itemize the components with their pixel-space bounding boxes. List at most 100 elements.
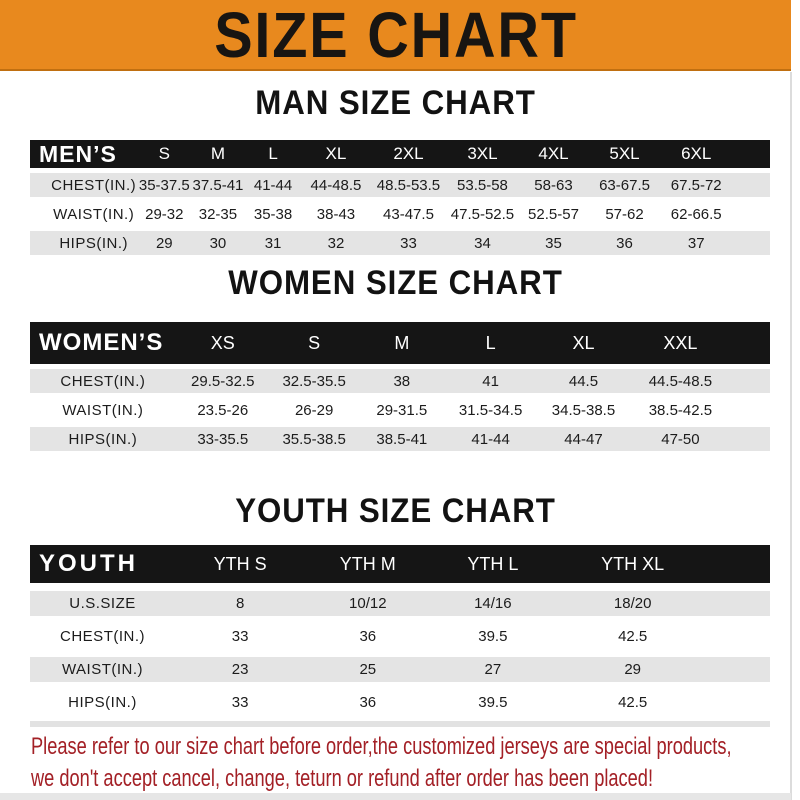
size-value: 36 bbox=[588, 231, 661, 255]
table-row: CHEST(IN.) 29.5-32.5 32.5-35.5 38 41 44.5 44.5… bbox=[30, 369, 770, 393]
size-value: 58-63 bbox=[518, 173, 589, 197]
table-corner-label: YOUTH bbox=[30, 545, 176, 583]
row-label: CHEST(IN.) bbox=[30, 369, 176, 393]
size-value: 47-50 bbox=[630, 427, 770, 451]
banner: SIZE CHART bbox=[0, 0, 791, 71]
size-value: 14/16 bbox=[430, 591, 556, 616]
size-column-header: YTH M bbox=[305, 545, 431, 583]
size-value: 29 bbox=[555, 657, 770, 682]
size-value: 38.5-41 bbox=[358, 427, 446, 451]
row-label: WAIST(IN.) bbox=[30, 657, 176, 682]
row-label: HIPS(IN.) bbox=[30, 231, 138, 255]
size-value: 30 bbox=[191, 231, 245, 255]
row-label: U.S.SIZE bbox=[30, 591, 176, 616]
size-value: 67.5-72 bbox=[660, 173, 770, 197]
size-value: 25 bbox=[305, 657, 431, 682]
size-value: 35 bbox=[518, 231, 589, 255]
row-label: WAIST(IN.) bbox=[30, 398, 176, 422]
size-column-header: 4XL bbox=[518, 140, 589, 168]
size-value: 23 bbox=[175, 657, 306, 682]
size-value: 57-62 bbox=[588, 202, 661, 226]
row-label: CHEST(IN.) bbox=[30, 173, 138, 197]
size-column-header: M bbox=[358, 322, 446, 364]
section-title-youth: YOUTH SIZE CHART bbox=[235, 492, 556, 530]
size-value: 48.5-53.5 bbox=[370, 173, 447, 197]
size-value: 38.5-42.5 bbox=[630, 398, 770, 422]
size-column-header: M bbox=[191, 140, 245, 168]
size-value: 29-32 bbox=[137, 202, 192, 226]
size-value: 44.5-48.5 bbox=[630, 369, 770, 393]
size-value: 36 bbox=[305, 624, 431, 649]
size-column-header: S bbox=[269, 322, 359, 364]
row-label: HIPS(IN.) bbox=[30, 427, 176, 451]
right-edge-divider bbox=[790, 72, 792, 800]
size-column-header: L bbox=[244, 140, 302, 168]
size-value: 41 bbox=[445, 369, 537, 393]
size-value: 38 bbox=[358, 369, 446, 393]
table-corner-label: WOMEN’S bbox=[30, 322, 176, 364]
size-value: 32.5-35.5 bbox=[269, 369, 359, 393]
size-column-header: XL bbox=[301, 140, 371, 168]
size-value: 31 bbox=[244, 231, 302, 255]
women-size-table: WOMEN’S XS S M L XL XXL CHEST(IN.) 29.5-32.5 32.5… bbox=[30, 317, 770, 456]
size-value: 47.5-52.5 bbox=[446, 202, 519, 226]
row-label: HIPS(IN.) bbox=[30, 690, 176, 715]
table-row: WAIST(IN.) 23 25 27 29 bbox=[30, 657, 770, 682]
table-row: WAIST(IN.) 23.5-26 26-29 29-31.5 31.5-34.5 34… bbox=[30, 398, 770, 422]
size-value: 63-67.5 bbox=[588, 173, 661, 197]
table-corner-label: MEN’S bbox=[30, 140, 138, 168]
size-value: 29.5-32.5 bbox=[175, 369, 270, 393]
size-value: 41-44 bbox=[445, 427, 537, 451]
section-title-man: MAN SIZE CHART bbox=[255, 84, 536, 122]
size-column-header: 3XL bbox=[446, 140, 519, 168]
size-value: 62-66.5 bbox=[660, 202, 770, 226]
size-value: 23.5-26 bbox=[175, 398, 270, 422]
size-value: 32 bbox=[301, 231, 371, 255]
size-value: 8 bbox=[175, 591, 306, 616]
table-row: WAIST(IN.) 29-32 32-35 35-38 38-43 43-47.5 47.… bbox=[30, 202, 770, 226]
size-value: 10/12 bbox=[305, 591, 431, 616]
table-row: CHEST(IN.) 33 36 39.5 42.5 bbox=[30, 624, 770, 649]
size-column-header: L bbox=[445, 322, 537, 364]
size-value: 52.5-57 bbox=[518, 202, 589, 226]
table-row: CHEST(IN.) 35-37.5 37.5-41 41-44 44-48.5 48.5… bbox=[30, 173, 770, 197]
banner-title: SIZE CHART bbox=[213, 0, 578, 71]
size-column-header: 6XL bbox=[660, 140, 770, 168]
size-value: 34.5-38.5 bbox=[536, 398, 631, 422]
size-value: 33 bbox=[175, 690, 306, 715]
size-value: 33 bbox=[370, 231, 447, 255]
table-row: HIPS(IN.) 33 36 39.5 42.5 bbox=[30, 690, 770, 715]
size-value: 33 bbox=[175, 624, 306, 649]
youth-size-table: YOUTH YTH S YTH M YTH L YTH XL U.S.SIZE 8 10/12… bbox=[30, 537, 770, 723]
size-value: 53.5-58 bbox=[446, 173, 519, 197]
size-value: 18/20 bbox=[555, 591, 770, 616]
disclaimer-line-1: Please refer to our size chart before or… bbox=[31, 733, 732, 760]
size-value: 35-38 bbox=[244, 202, 302, 226]
size-value: 34 bbox=[446, 231, 519, 255]
size-value: 44-47 bbox=[536, 427, 631, 451]
section-title-women: WOMEN SIZE CHART bbox=[228, 264, 563, 302]
size-value: 29-31.5 bbox=[358, 398, 446, 422]
size-value: 39.5 bbox=[430, 690, 556, 715]
size-value: 35-37.5 bbox=[137, 173, 192, 197]
size-column-header: 5XL bbox=[588, 140, 661, 168]
table-row: U.S.SIZE 8 10/12 14/16 18/20 bbox=[30, 591, 770, 616]
size-value: 38-43 bbox=[301, 202, 371, 226]
size-column-header: XS bbox=[175, 322, 270, 364]
size-value: 44.5 bbox=[536, 369, 631, 393]
table-header-row: MEN’S S M L XL 2XL 3XL 4XL 5XL 6XL bbox=[30, 140, 770, 168]
size-column-header: XL bbox=[536, 322, 631, 364]
bottom-edge-divider bbox=[0, 793, 791, 800]
size-value: 27 bbox=[430, 657, 556, 682]
size-value: 42.5 bbox=[555, 624, 770, 649]
table-row: HIPS(IN.) 33-35.5 35.5-38.5 38.5-41 41-44 44-… bbox=[30, 427, 770, 451]
youth-table-bottom-divider bbox=[30, 721, 770, 727]
size-value: 41-44 bbox=[244, 173, 302, 197]
size-column-header: XXL bbox=[630, 322, 770, 364]
table-row: HIPS(IN.) 29 30 31 32 33 34 35 36 37 bbox=[30, 231, 770, 255]
men-size-table: MEN’S S M L XL 2XL 3XL 4XL 5XL 6XL CHEST(IN.) 35-37… bbox=[30, 135, 770, 260]
size-value: 42.5 bbox=[555, 690, 770, 715]
size-value: 35.5-38.5 bbox=[269, 427, 359, 451]
size-value: 33-35.5 bbox=[175, 427, 270, 451]
